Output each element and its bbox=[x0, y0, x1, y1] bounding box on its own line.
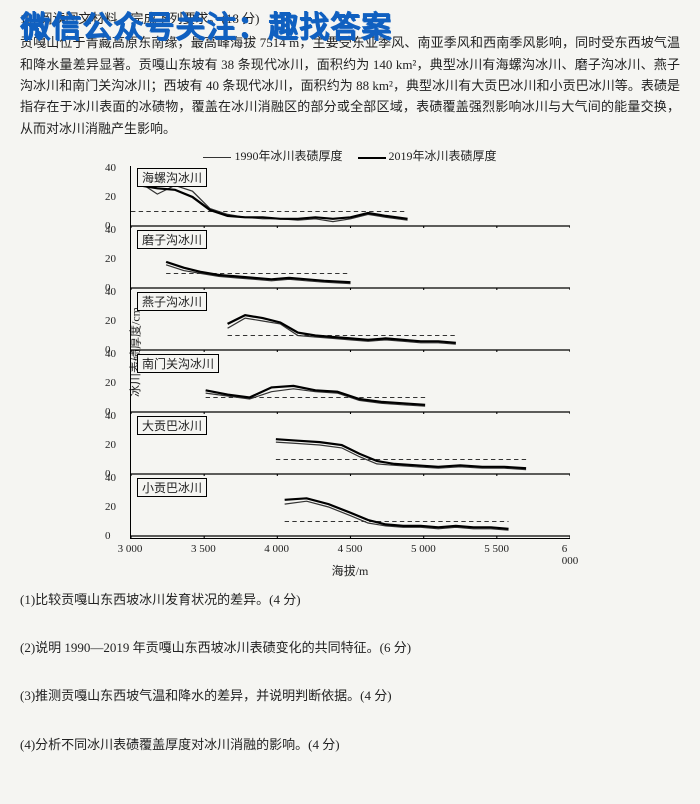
chart-panel: 02040燕子沟冰川 bbox=[130, 290, 570, 352]
x-tick: 3 500 bbox=[191, 543, 216, 555]
chart-panel: 02040海螺沟冰川 bbox=[130, 166, 570, 228]
y-tick: 20 bbox=[105, 377, 116, 389]
y-tick: 20 bbox=[105, 191, 116, 203]
y-tick: 40 bbox=[105, 224, 116, 236]
subquestion-3: (3)推测贡嘎山东西坡气温和降水的差异，并说明判断依据。(4 分) bbox=[20, 685, 680, 707]
chart-legend: 1990年冰川表碛厚度 2019年冰川表碛厚度 bbox=[130, 147, 570, 164]
y-tick: 0 bbox=[105, 530, 111, 542]
y-tick: 20 bbox=[105, 315, 116, 327]
subquestion-1: (1)比较贡嘎山东西坡冰川发育状况的差异。(4 分) bbox=[20, 589, 680, 611]
glacier-label: 小贡巴冰川 bbox=[137, 478, 207, 497]
glacier-label: 磨子沟冰川 bbox=[137, 230, 207, 249]
legend-1990: 1990年冰川表碛厚度 bbox=[203, 149, 342, 163]
x-tick: 4 500 bbox=[338, 543, 363, 555]
x-tick: 5 000 bbox=[411, 543, 436, 555]
x-tick: 5 500 bbox=[484, 543, 509, 555]
legend-2019: 2019年冰川表碛厚度 bbox=[358, 149, 497, 163]
x-axis-label: 海拔/m bbox=[130, 562, 570, 579]
x-tick: 6 000 bbox=[562, 543, 579, 567]
glacier-label: 南门关沟冰川 bbox=[137, 354, 219, 373]
glacier-label: 燕子沟冰川 bbox=[137, 292, 207, 311]
y-tick: 20 bbox=[105, 501, 116, 513]
y-tick: 20 bbox=[105, 439, 116, 451]
y-tick: 40 bbox=[105, 472, 116, 484]
chart-panels: 冰川表碛厚度/cm 02040海螺沟冰川02040磨子沟冰川02040燕子沟冰川… bbox=[130, 166, 570, 538]
chart-panel: 02040南门关沟冰川 bbox=[130, 352, 570, 414]
glacier-label: 大贡巴冰川 bbox=[137, 416, 207, 435]
y-tick: 40 bbox=[105, 286, 116, 298]
glacier-label: 海螺沟冰川 bbox=[137, 168, 207, 187]
chart-panel: 02040磨子沟冰川 bbox=[130, 228, 570, 290]
x-tick: 4 000 bbox=[264, 543, 289, 555]
chart-panel: 02040小贡巴冰川 bbox=[130, 476, 570, 538]
passage-text: 贡嘎山位于青藏高原东南缘，最高峰海拔 7514 m，主要受东亚季风、南亚季风和西… bbox=[20, 32, 680, 139]
y-tick: 20 bbox=[105, 253, 116, 265]
chart-container: 1990年冰川表碛厚度 2019年冰川表碛厚度 冰川表碛厚度/cm 02040海… bbox=[130, 147, 570, 579]
y-tick: 40 bbox=[105, 348, 116, 360]
subquestion-4: (4)分析不同冰川表碛覆盖厚度对冰川消融的影响。(4 分) bbox=[20, 734, 680, 756]
y-tick: 40 bbox=[105, 410, 116, 422]
x-axis: 3 0003 5004 0004 5005 0005 5006 000 bbox=[130, 538, 570, 560]
y-tick: 40 bbox=[105, 162, 116, 174]
subquestion-2: (2)说明 1990—2019 年贡嘎山东西坡冰川表碛变化的共同特征。(6 分) bbox=[20, 637, 680, 659]
chart-panel: 02040大贡巴冰川 bbox=[130, 414, 570, 476]
x-tick: 3 000 bbox=[118, 543, 143, 555]
watermark-text: 微信公众号关注：趣找答案 bbox=[20, 2, 392, 46]
